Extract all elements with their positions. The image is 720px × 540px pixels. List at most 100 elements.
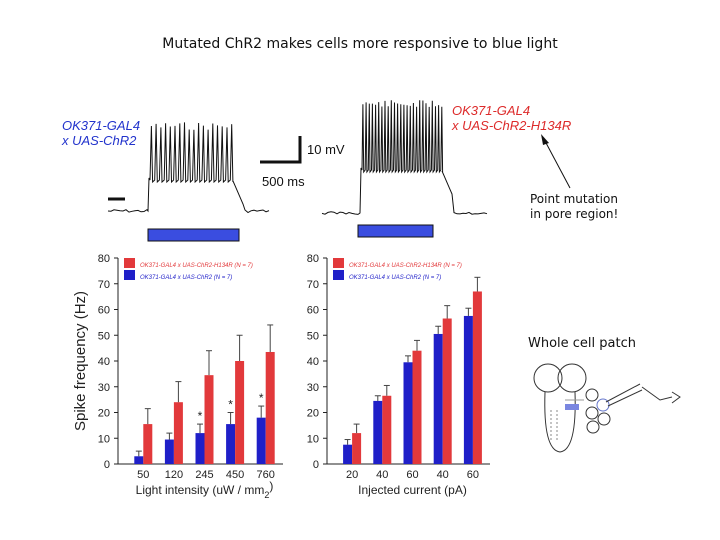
bar-chr2 [463,315,473,464]
bar-h134r [382,395,392,464]
whole-cell-note: Whole cell patch [528,336,636,351]
cell-3 [585,406,599,420]
stimulus-bar-left [147,228,240,242]
y-tick-label: 10 [307,433,319,445]
right-trace-label: OK371-GAL4 x UAS-ChR2-H134R [452,103,571,133]
point-mutation-note: Point mutation in pore region! [530,192,618,222]
y-tick-label: 80 [98,253,110,265]
trace-left [107,122,270,214]
bar-h134r [442,318,452,464]
chart-injected-current: 0 10 20 30 40 50 60 70 80 20 40 60 40 60 OK371-GAL4 x … [307,253,490,497]
x-tick-label: 60 [406,469,418,481]
y-tick-label: 0 [313,459,319,471]
bar-chr2 [164,439,174,464]
x-axis-label: Light intensity (uW / mm2) [136,479,274,500]
brain-lobe-left [533,363,563,393]
y-tick-label: 10 [98,433,110,445]
amplifier-symbol [671,391,681,404]
y-tick-label: 30 [307,382,319,394]
x-axis-label-text: Light intensity (uW / mm [136,483,265,497]
legend-label: OK371-GAL4 x UAS-ChR2 (N = 7) [140,275,232,281]
bar-h134r [143,424,153,464]
bar-chr2 [433,333,443,464]
ventral-nerve-cord [544,391,576,453]
x-axis-label: Injected current (pA) [358,483,467,497]
x-tick-label: 120 [165,469,183,481]
right-trace-label-line2: x UAS-ChR2-H134R [452,118,572,133]
bar-h134r [265,351,275,464]
significance-star: * [198,409,203,423]
legend-swatch [124,258,135,268]
legend-swatch [333,258,344,268]
trace-right-line [321,100,488,215]
left-trace-label: OK371-GAL4 x UAS-ChR2 [62,118,140,148]
legend-swatch [333,270,344,280]
significance-star: * [228,398,233,412]
y-tick-label: 70 [307,279,319,291]
x-tick-label: 40 [376,469,388,481]
left-trace-label-line2: x UAS-ChR2 [62,133,137,148]
x-tick-label: 20 [346,469,358,481]
bar-chr2 [373,400,383,464]
patch-marker [565,404,579,410]
x-axis-label-end: ) [269,479,273,493]
trace-right [321,100,488,215]
bar-chr2 [134,456,144,464]
x-tick-label: 245 [195,469,213,481]
chart-light-intensity: 0 10 20 30 40 50 60 70 80 50 120 245 * 450 * 760 * OK371-… [72,253,283,500]
legend-swatch [124,270,135,280]
point-mutation-note-line2: in pore region! [530,207,619,221]
bar-chr2 [256,417,266,464]
x-tick-label: 50 [137,469,149,481]
arrow-head [541,134,549,145]
point-mutation-note-line1: Point mutation [530,192,618,206]
y-tick-label: 70 [98,279,110,291]
bar-chr2 [343,444,353,464]
page-title: Mutated ChR2 makes cells more responsive… [162,36,558,52]
left-trace-label-line1: OK371-GAL4 [62,118,141,133]
x-axis-label-text: Injected current (pA) [358,483,467,497]
y-tick-label: 60 [307,305,319,317]
bar-h134r [412,350,422,464]
bar-h134r [204,375,214,464]
bar-h134r [173,402,183,464]
scale-time-label: 500 ms [262,174,305,189]
y-tick-label: 50 [98,330,110,342]
y-tick-label: 50 [307,330,319,342]
bar-chr2 [226,424,236,464]
scale-bar [260,136,302,164]
brain-lobe-right [557,363,587,393]
y-tick-label: 80 [307,253,319,265]
y-tick-label: 20 [307,408,319,420]
y-tick-label: 20 [98,408,110,420]
bar-h134r [472,291,482,464]
trace-left-line [107,122,270,214]
cell-column-marks [550,410,558,440]
significance-star: * [259,391,264,405]
y-tick-label: 40 [98,356,110,368]
bar-chr2 [195,433,205,464]
y-tick-label: 0 [104,459,110,471]
pipette-lower [607,389,643,407]
bar-chr2 [403,362,413,464]
right-trace-label-line1: OK371-GAL4 [452,103,531,118]
stimulus-bar-right [357,224,434,238]
x-tick-label: 760 [257,469,275,481]
bar-h134r [235,361,245,464]
x-tick-label: 60 [467,469,479,481]
x-tick-label: 40 [437,469,449,481]
x-tick-label: 450 [226,469,244,481]
cell-1 [585,388,599,402]
whole-cell-diagram [533,363,681,453]
y-tick-label: 60 [98,305,110,317]
y-axis-label: Spike frequency (Hz) [72,291,89,431]
bar-h134r [352,433,362,464]
arrow-line [544,140,571,189]
cell-4 [597,412,611,426]
pipette-upper [605,383,641,403]
legend-label: OK371-GAL4 x UAS-ChR2 (N = 7) [349,275,441,281]
amplifier-wire [641,386,673,401]
scale-voltage-label: 10 mV [307,142,345,157]
x-axis-label-sup: 2 [264,490,269,500]
